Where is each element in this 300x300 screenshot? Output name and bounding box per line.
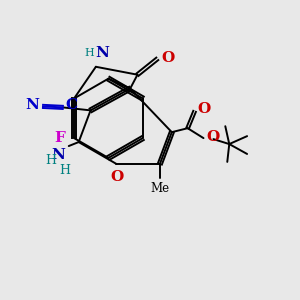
Text: O: O xyxy=(206,130,220,144)
Text: H: H xyxy=(45,154,56,167)
Text: N: N xyxy=(25,98,39,112)
Text: Me: Me xyxy=(150,182,170,195)
Text: O: O xyxy=(198,102,211,116)
Text: H: H xyxy=(84,48,94,58)
Text: N: N xyxy=(51,148,65,162)
Text: H: H xyxy=(59,164,70,177)
Text: N: N xyxy=(95,46,109,60)
Text: O: O xyxy=(111,170,124,184)
Text: O: O xyxy=(161,51,175,65)
Text: F: F xyxy=(54,131,65,145)
Text: C: C xyxy=(66,98,78,112)
